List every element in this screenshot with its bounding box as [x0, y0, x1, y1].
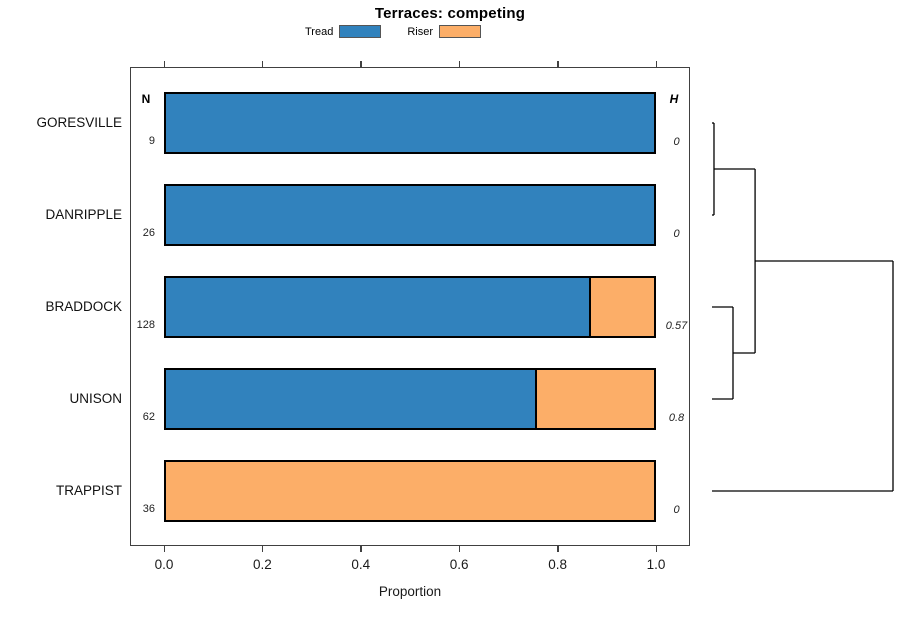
- x-axis-tick-label: 0.0: [154, 557, 174, 572]
- stacked-bar: [164, 460, 656, 522]
- legend-label: Riser: [407, 25, 433, 38]
- x-axis-tick-top: [360, 61, 362, 67]
- row-label: BRADDOCK: [45, 299, 122, 314]
- bar-segment-tread: [166, 370, 537, 428]
- x-axis-tick-label: 0.4: [351, 557, 371, 572]
- row-label: TRAPPIST: [55, 483, 122, 498]
- x-axis-label: Proportion: [378, 584, 442, 599]
- x-axis-tick-label: 1.0: [646, 557, 666, 572]
- legend-swatch: [339, 25, 382, 38]
- n-value: 9: [148, 135, 155, 147]
- h-value: 0.57: [665, 320, 688, 332]
- x-axis-tick-label: 0.8: [548, 557, 567, 572]
- h-value: 0.8: [668, 412, 685, 424]
- legend-label: Tread: [305, 25, 334, 38]
- plot-area: [130, 67, 690, 546]
- n-value: 128: [136, 319, 155, 331]
- x-axis-tick-label: 0.6: [449, 557, 469, 572]
- x-axis-tick-bottom: [458, 546, 461, 552]
- row-label: GORESVILLE: [36, 115, 122, 130]
- h-value: 0: [673, 228, 680, 240]
- dendrogram: [712, 122, 894, 492]
- x-axis-tick-bottom: [163, 546, 165, 552]
- x-axis-tick-bottom: [261, 546, 264, 552]
- legend-item: Tread: [305, 25, 382, 38]
- stacked-bar: [164, 92, 656, 154]
- row-label: DANRIPPLE: [45, 207, 122, 222]
- legend: Tread Riser: [305, 25, 481, 38]
- h-value: 0: [673, 136, 680, 148]
- stacked-bar: [164, 368, 656, 430]
- legend-item: Riser: [407, 25, 481, 38]
- x-axis-tick-bottom: [557, 546, 559, 552]
- x-axis-tick-top: [261, 61, 264, 67]
- x-axis-tick-bottom: [655, 546, 657, 552]
- stacked-bar: [164, 276, 656, 338]
- h-column-header: H: [669, 92, 679, 106]
- h-value: 0: [673, 504, 680, 516]
- x-axis-tick-top: [458, 61, 461, 67]
- x-axis-tick-label: 0.2: [253, 557, 272, 572]
- x-axis-tick-top: [655, 61, 657, 67]
- bar-segment-tread: [166, 278, 591, 336]
- n-value: 62: [142, 411, 155, 423]
- n-column-header: N: [141, 92, 151, 106]
- legend-swatch: [439, 25, 481, 38]
- n-value: 26: [142, 227, 155, 239]
- stacked-bar: [164, 184, 656, 246]
- x-axis-tick-bottom: [360, 546, 362, 552]
- x-axis-tick-top: [557, 61, 559, 67]
- n-value: 36: [142, 503, 155, 515]
- chart-title: Terraces: competing: [374, 5, 526, 22]
- x-axis-tick-top: [163, 61, 165, 67]
- row-label: UNISON: [69, 391, 122, 406]
